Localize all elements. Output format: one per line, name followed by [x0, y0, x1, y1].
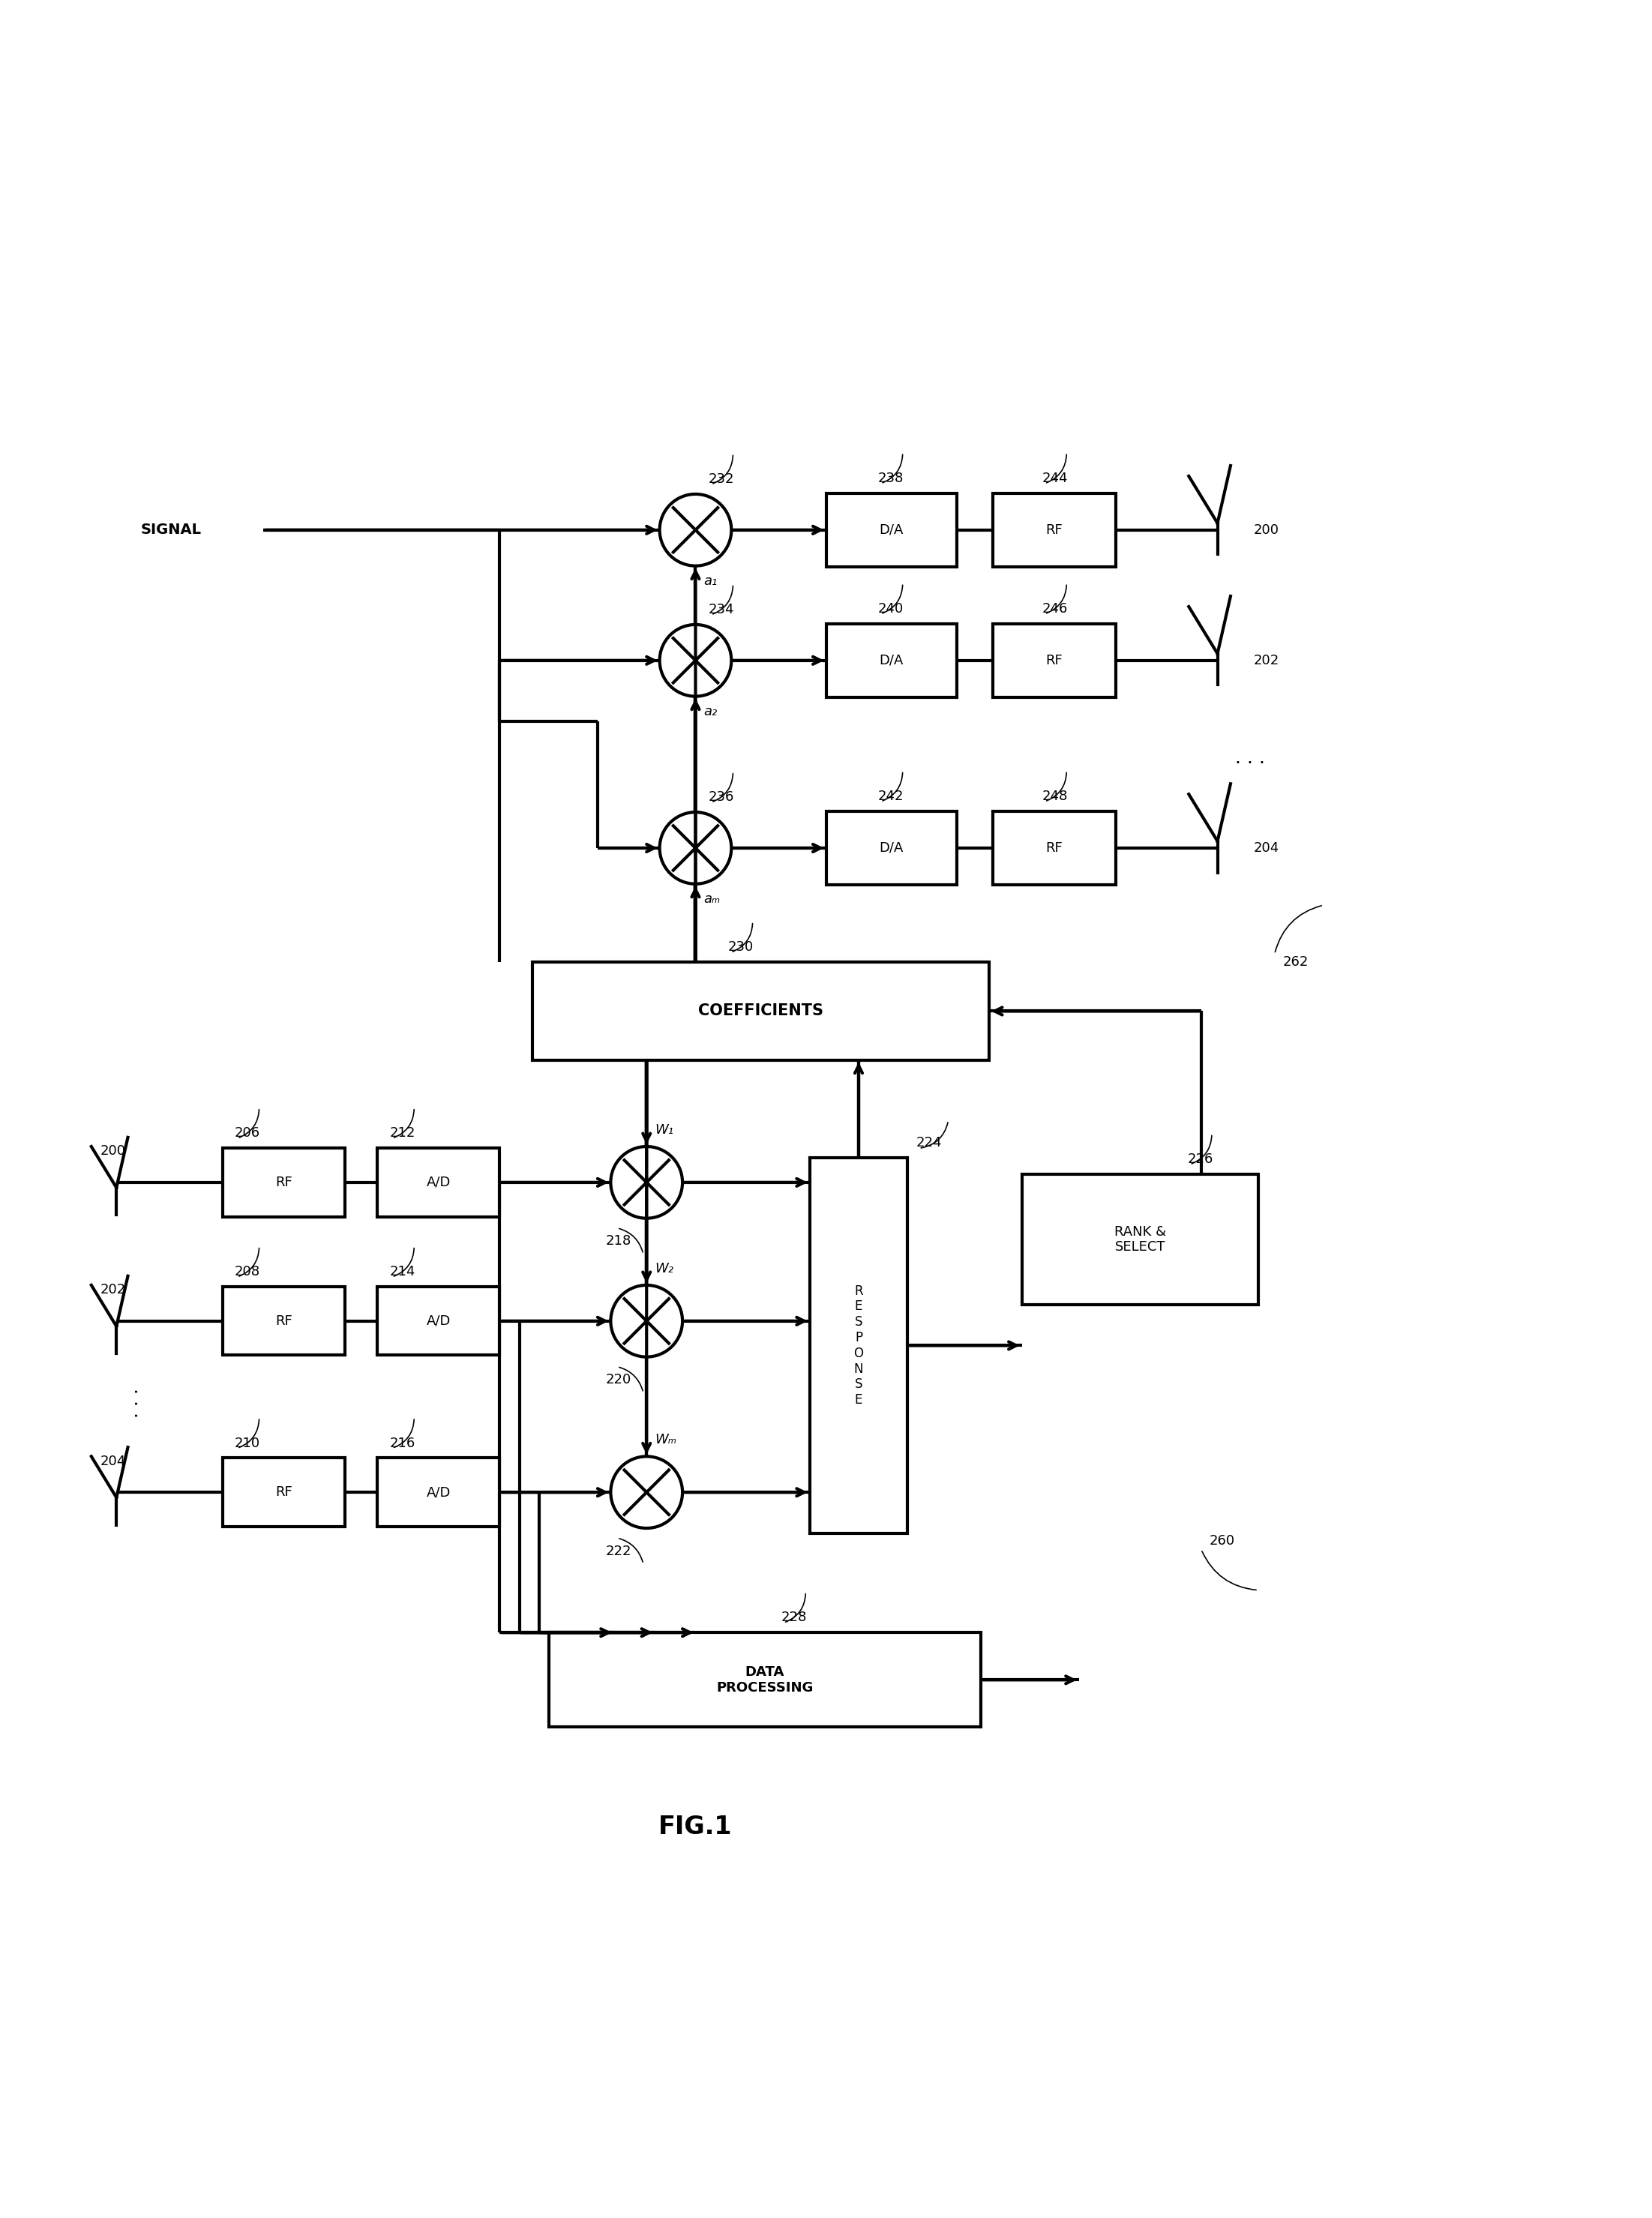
Text: RF: RF — [276, 1176, 292, 1189]
Bar — [548, 1632, 981, 1728]
Text: RF: RF — [1046, 841, 1062, 854]
Text: A/D: A/D — [426, 1176, 451, 1189]
Circle shape — [611, 1284, 682, 1357]
Text: a₂: a₂ — [704, 705, 717, 719]
Text: 202: 202 — [1254, 654, 1279, 668]
Text: COEFFICIENTS: COEFFICIENTS — [699, 1003, 823, 1018]
Text: W₂: W₂ — [654, 1262, 674, 1275]
Text: RF: RF — [276, 1486, 292, 1499]
Text: 204: 204 — [1254, 841, 1279, 854]
Text: RF: RF — [276, 1315, 292, 1329]
Bar — [809, 1158, 907, 1533]
Bar — [826, 623, 957, 696]
Text: a₁: a₁ — [704, 574, 717, 588]
Text: 220: 220 — [606, 1373, 631, 1386]
Bar — [377, 1457, 501, 1526]
Bar — [532, 963, 990, 1060]
Text: W₁: W₁ — [654, 1122, 674, 1138]
Bar — [223, 1149, 345, 1218]
Text: 224: 224 — [915, 1136, 942, 1149]
Text: SIGNAL: SIGNAL — [140, 523, 202, 537]
Text: aₘ: aₘ — [704, 892, 720, 905]
Text: Wₘ: Wₘ — [654, 1433, 676, 1446]
Text: 228: 228 — [781, 1610, 806, 1624]
Text: A/D: A/D — [426, 1315, 451, 1329]
Circle shape — [611, 1147, 682, 1218]
Text: 214: 214 — [390, 1264, 415, 1278]
Text: D/A: D/A — [879, 841, 904, 854]
Text: 262: 262 — [1282, 956, 1308, 969]
Bar — [1021, 1173, 1259, 1304]
Bar — [377, 1149, 501, 1218]
Circle shape — [659, 812, 732, 885]
Bar — [223, 1286, 345, 1355]
Text: 246: 246 — [1042, 601, 1067, 617]
Text: 260: 260 — [1209, 1535, 1236, 1548]
Text: . . .: . . . — [1236, 750, 1265, 767]
Bar — [993, 812, 1115, 885]
Text: FIG.1: FIG.1 — [659, 1814, 732, 1839]
Text: 208: 208 — [235, 1264, 261, 1278]
Text: 248: 248 — [1042, 790, 1067, 803]
Text: 242: 242 — [879, 790, 904, 803]
Text: 240: 240 — [879, 601, 904, 617]
Text: DATA
PROCESSING: DATA PROCESSING — [717, 1666, 813, 1695]
Bar — [993, 492, 1115, 566]
Circle shape — [611, 1457, 682, 1528]
Text: 216: 216 — [390, 1437, 415, 1451]
Text: RF: RF — [1046, 654, 1062, 668]
Circle shape — [659, 625, 732, 696]
Text: 222: 222 — [606, 1544, 631, 1557]
Text: R
E
S
P
O
N
S
E: R E S P O N S E — [854, 1284, 864, 1406]
Text: 218: 218 — [606, 1235, 631, 1249]
Text: 238: 238 — [879, 472, 904, 486]
Text: 230: 230 — [729, 940, 753, 954]
Text: 226: 226 — [1188, 1153, 1213, 1167]
Text: 212: 212 — [390, 1127, 415, 1140]
Bar — [993, 623, 1115, 696]
Text: 200: 200 — [101, 1144, 126, 1158]
Text: 244: 244 — [1042, 472, 1067, 486]
Bar — [826, 492, 957, 566]
Bar — [223, 1457, 345, 1526]
Text: D/A: D/A — [879, 523, 904, 537]
Text: 234: 234 — [709, 603, 735, 617]
Text: RF: RF — [1046, 523, 1062, 537]
Text: D/A: D/A — [879, 654, 904, 668]
Text: 206: 206 — [235, 1127, 261, 1140]
Bar — [826, 812, 957, 885]
Text: 210: 210 — [235, 1437, 261, 1451]
Text: RANK &
SELECT: RANK & SELECT — [1113, 1224, 1166, 1253]
Text: 200: 200 — [1254, 523, 1279, 537]
Text: 204: 204 — [101, 1455, 126, 1468]
Text: A/D: A/D — [426, 1486, 451, 1499]
Text: 236: 236 — [709, 790, 735, 803]
Text: . . .: . . . — [124, 1388, 142, 1417]
Text: 202: 202 — [101, 1282, 126, 1298]
Text: 232: 232 — [709, 472, 735, 486]
Circle shape — [659, 495, 732, 566]
Bar — [377, 1286, 501, 1355]
